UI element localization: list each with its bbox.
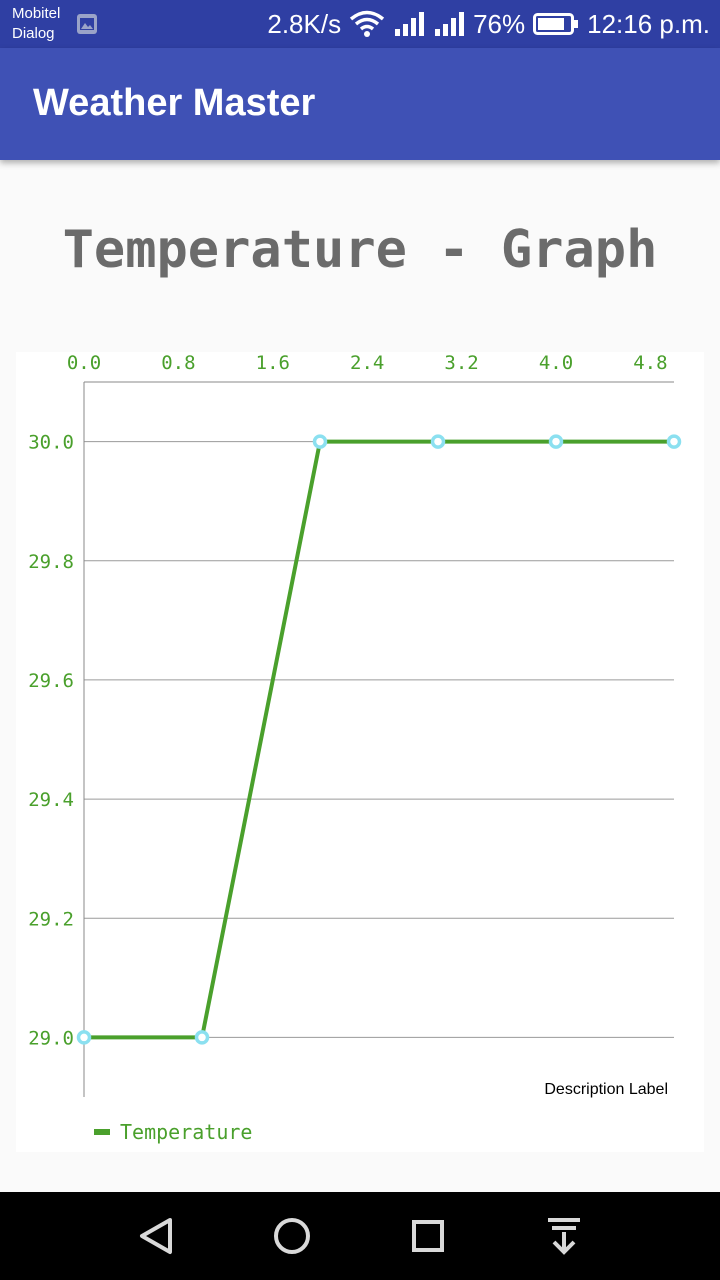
navigation-bar: [0, 1192, 720, 1280]
legend-label: Temperature: [120, 1120, 252, 1144]
status-bar: Mobitel Dialog 2.8K/s 76%: [0, 0, 720, 48]
page-title: Temperature - Graph: [62, 220, 658, 280]
x-tick-label: 1.6: [256, 352, 290, 374]
y-tick-label: 30.0: [28, 432, 74, 454]
x-tick-label: 4.8: [633, 352, 667, 374]
legend-swatch: [94, 1129, 110, 1135]
x-tick-label: 3.2: [444, 352, 478, 374]
data-point[interactable]: [430, 434, 446, 449]
temperature-chart[interactable]: 29.0 29.2 29.4 29.6 29.8 30.0 0.0 0.8 1.6 2.4 3.2 4…: [16, 352, 704, 1152]
notification-shade-icon[interactable]: [536, 1208, 592, 1264]
y-tick-label: 29.4: [28, 789, 74, 811]
battery-icon: [533, 13, 579, 35]
y-tick-label: 29.6: [28, 670, 74, 692]
signal-icon: [395, 12, 425, 36]
app-title: Weather Master: [33, 82, 316, 124]
status-icons: 2.8K/s 76% 12:16 p.m.: [267, 0, 710, 48]
signal-icon: [435, 12, 465, 36]
chart-description-label: Description Label: [544, 1081, 668, 1098]
carrier-names: Mobitel Dialog: [12, 4, 60, 44]
data-point[interactable]: [666, 434, 682, 449]
x-tick-label: 4.0: [539, 352, 573, 374]
series-line-temperature: [84, 439, 674, 1040]
y-tick-label: 29.0: [28, 1027, 74, 1049]
gallery-icon: [77, 14, 97, 34]
x-tick-label: 0.0: [67, 352, 101, 374]
data-point[interactable]: [76, 1030, 92, 1045]
clock: 12:16 p.m.: [587, 8, 710, 39]
chart-canvas[interactable]: 29.0 29.2 29.4 29.6 29.8 30.0 0.0 0.8 1.6 2.4 3.2 4…: [16, 352, 704, 1152]
battery-percentage: 76%: [473, 8, 526, 39]
network-speed: 2.8K/s: [267, 8, 342, 39]
back-icon[interactable]: [128, 1208, 184, 1264]
recents-icon[interactable]: [400, 1208, 456, 1264]
x-tick-label: 2.4: [350, 352, 384, 374]
carrier-line-2: Dialog: [12, 25, 55, 42]
app-bar: Weather Master: [0, 48, 720, 160]
data-point[interactable]: [312, 434, 328, 449]
y-tick-label: 29.2: [28, 908, 74, 930]
home-icon[interactable]: [264, 1208, 320, 1264]
y-tick-label: 29.8: [28, 551, 74, 573]
data-point[interactable]: [548, 434, 564, 449]
x-tick-label: 0.8: [161, 352, 195, 374]
wifi-icon: [349, 10, 385, 37]
data-point[interactable]: [194, 1030, 210, 1045]
carrier-line-1: Mobitel: [12, 5, 61, 22]
